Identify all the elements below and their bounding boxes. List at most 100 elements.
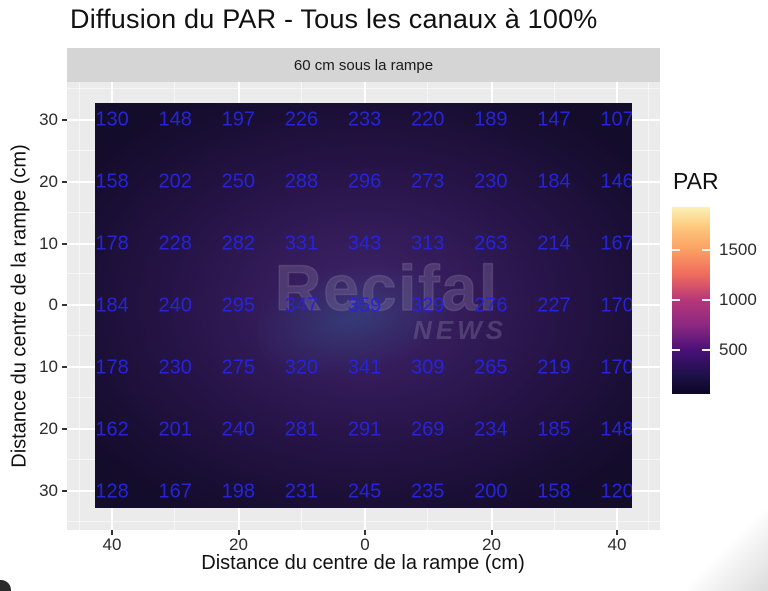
par-value: 230 [474, 170, 508, 193]
par-value: 170 [600, 294, 632, 317]
par-value: 276 [474, 294, 508, 317]
par-value: 320 [284, 356, 319, 379]
watermark-subtext: NEWS [413, 315, 507, 345]
legend-tick-label: 500 [719, 340, 748, 359]
y-tick-label: 30 [39, 481, 58, 500]
par-value: 200 [474, 480, 508, 503]
legend-tick-label: 1000 [719, 290, 757, 309]
par-value: 227 [537, 294, 571, 317]
y-tick-label: 20 [39, 419, 58, 438]
legend-tick-notch [702, 249, 710, 251]
par-value: 148 [158, 108, 192, 131]
par-value: 331 [284, 232, 319, 255]
par-value: 178 [95, 232, 129, 255]
par-value: 158 [95, 170, 129, 193]
par-value: 167 [600, 232, 632, 255]
x-tick-label: 0 [360, 535, 370, 554]
gridline [67, 520, 660, 522]
y-tick-label: 10 [39, 357, 58, 376]
par-value: 158 [537, 480, 571, 503]
x-tick-mark [364, 530, 366, 535]
facet-strip-label: 60 cm sous la rampe [293, 56, 434, 74]
par-value: 230 [158, 356, 192, 379]
par-value: 240 [221, 418, 255, 441]
par-value: 201 [158, 418, 192, 441]
par-value: 189 [474, 108, 508, 131]
y-tick-mark [62, 119, 67, 121]
gridline [647, 82, 649, 530]
page-title: Diffusion du PAR - Tous les canaux à 100… [70, 4, 598, 34]
par-value: 359 [347, 294, 382, 317]
par-value: 343 [347, 232, 382, 255]
par-value: 313 [410, 232, 445, 255]
legend-tick-notch [702, 349, 710, 351]
plot-panel: Recifal NEWS 130 148 197 226 233 220 189 147 107… [67, 82, 660, 530]
par-value: 107 [600, 108, 632, 131]
x-tick-label: 20 [482, 535, 501, 554]
y-tick-mark [62, 181, 67, 183]
legend-tick-notch [672, 249, 680, 251]
par-value: 162 [95, 418, 129, 441]
y-tick-mark [62, 490, 67, 492]
par-value: 235 [410, 480, 445, 503]
par-value: 184 [537, 170, 571, 193]
par-value: 265 [474, 356, 508, 379]
par-value: 234 [474, 418, 508, 441]
par-value: 147 [537, 108, 571, 131]
facet-strip: 60 cm sous la rampe [67, 48, 660, 82]
x-tick-label: 20 [229, 535, 248, 554]
par-value: 219 [537, 356, 571, 379]
par-value: 120 [600, 480, 632, 503]
par-value: 263 [474, 232, 508, 255]
par-value: 309 [410, 356, 445, 379]
par-value: 250 [221, 170, 255, 193]
x-tick-mark [237, 530, 240, 535]
par-value: 288 [284, 170, 319, 193]
par-value: 170 [600, 356, 632, 379]
par-value: 231 [284, 480, 319, 503]
par-value: 282 [221, 232, 255, 255]
par-value: 240 [158, 294, 192, 317]
par-value: 128 [95, 480, 129, 503]
par-value: 184 [95, 294, 129, 317]
par-value: 273 [410, 170, 445, 193]
x-tick-mark [111, 530, 113, 535]
y-tick-mark [62, 428, 67, 430]
legend-tick-notch [702, 299, 710, 301]
par-value: 178 [95, 356, 129, 379]
par-value: 296 [347, 170, 382, 193]
heatmap-raster: Recifal NEWS 130 148 197 226 233 220 189 147 107… [95, 103, 632, 508]
par-value: 130 [95, 108, 129, 131]
y-tick-label: 30 [39, 110, 58, 129]
legend-tick-notch [672, 349, 680, 351]
par-value: 167 [158, 480, 192, 503]
gridline [79, 82, 81, 530]
x-tick-mark [616, 530, 618, 535]
x-tick-label: 40 [102, 535, 122, 554]
par-value: 228 [158, 232, 192, 255]
par-value: 281 [284, 418, 319, 441]
par-value: 185 [537, 418, 571, 441]
par-value: 291 [347, 418, 382, 441]
y-tick-label: 10 [39, 233, 58, 253]
legend-tick-label: 1500 [719, 240, 757, 259]
y-axis-title: Distance du centre de la rampe (cm) [8, 144, 31, 468]
y-tick-label: 0 [48, 295, 58, 314]
y-tick-mark [62, 304, 67, 306]
legend-title: PAR [673, 168, 719, 194]
y-tick-mark [62, 242, 67, 245]
corner-smudge [0, 577, 14, 591]
y-tick-label: 20 [39, 172, 58, 191]
x-tick-label: 40 [607, 535, 627, 554]
par-value: 226 [284, 108, 319, 131]
par-value: 347 [284, 294, 319, 317]
par-value: 269 [410, 418, 445, 441]
legend-colorbar [672, 207, 710, 394]
corner-shade [688, 511, 768, 591]
legend-tick-notch [672, 299, 680, 301]
par-value: 148 [600, 418, 632, 441]
par-value: 245 [347, 480, 382, 503]
y-tick-mark [62, 366, 67, 368]
par-value: 202 [158, 170, 192, 193]
